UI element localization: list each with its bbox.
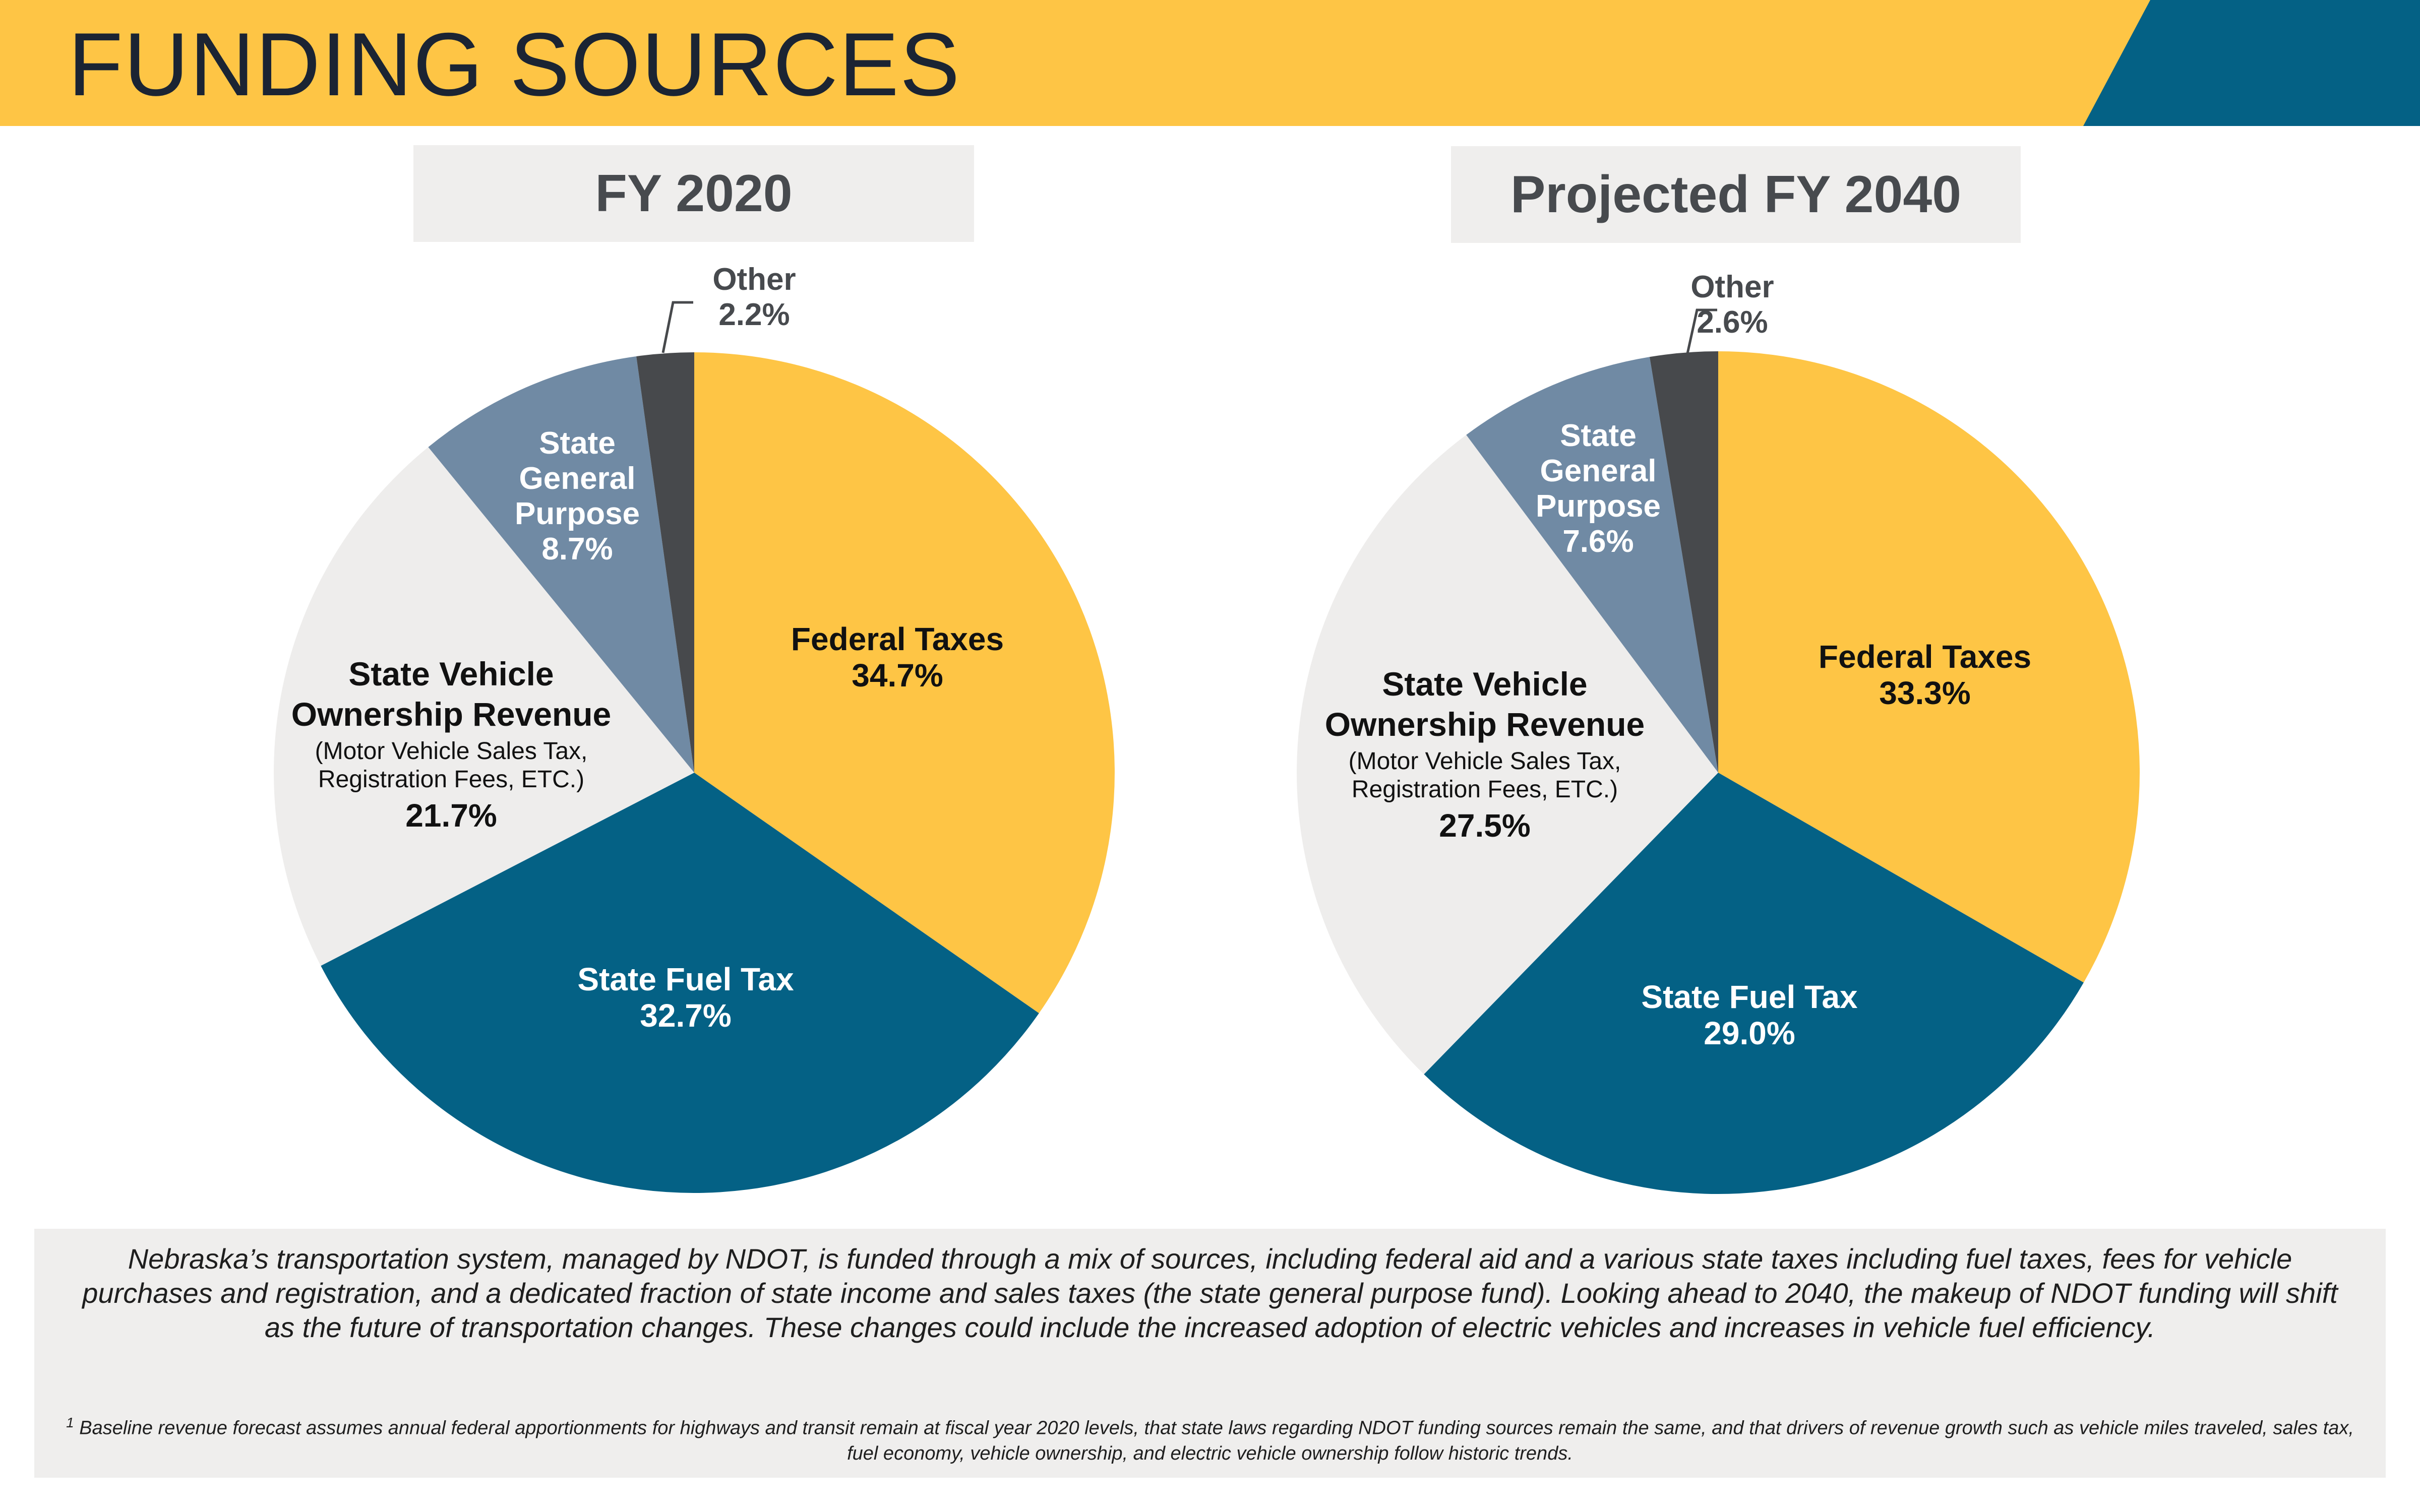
pie-slice-other — [1650, 351, 1718, 773]
pie-slice-other — [636, 352, 694, 773]
chart-title-box-fy2040: Projected FY 2040 — [1451, 146, 2021, 243]
footnote: 1 Baseline revenue forecast assumes annu… — [65, 1410, 2355, 1466]
pie-slice-federal-taxes — [694, 352, 1115, 1014]
other-leader-line — [661, 301, 693, 353]
slice-value-state-vehicle-ownership-revenue: 21.7% — [405, 797, 497, 834]
slice-label-federal-taxes: Federal Taxes — [791, 621, 1004, 657]
slice-label-line-state-general-purpose: Purpose — [1536, 489, 1661, 524]
slice-value-state-fuel-tax: 32.7% — [640, 997, 731, 1034]
slice-value-state-general-purpose: 8.7% — [541, 532, 613, 566]
slice-label-other: Other — [712, 262, 796, 297]
pie-slice-state-fuel-tax — [321, 773, 1039, 1193]
slice-value-federal-taxes: 33.3% — [1879, 675, 1970, 711]
header-banner — [0, 0, 2420, 126]
slice-value-state-general-purpose: 7.6% — [1562, 524, 1634, 559]
pie-slice-state-general-purpose — [1466, 357, 1718, 773]
slice-label-other: Other — [1690, 270, 1774, 304]
slice-value-state-fuel-tax: 29.0% — [1704, 1015, 1795, 1051]
slice-label-line-state-vehicle-ownership-revenue: State Vehicle — [1382, 665, 1587, 703]
slice-value-other: 2.2% — [718, 297, 790, 332]
chart-title-box-fy2020: FY 2020 — [413, 145, 974, 242]
slice-value-federal-taxes: 34.7% — [852, 657, 943, 694]
chart-title-fy2040: Projected FY 2040 — [1510, 165, 1962, 224]
description-box: Nebraska’s transportation system, manage… — [34, 1229, 2386, 1478]
description-text: Nebraska’s transportation system, manage… — [82, 1243, 2338, 1343]
pie-slice-state-fuel-tax — [1424, 773, 2084, 1194]
slice-sublabel-line-state-vehicle-ownership-revenue: Registration Fees, ETC.) — [318, 766, 584, 793]
page-title: FUNDING SOURCES — [68, 14, 961, 114]
slice-label-line-state-vehicle-ownership-revenue: Ownership Revenue — [291, 696, 612, 733]
chart-title-fy2020: FY 2020 — [595, 164, 793, 223]
header-teal-corner — [2083, 0, 2420, 126]
pie-slice-state-vehicle-ownership-revenue — [1297, 434, 1718, 1075]
slice-label-line-state-general-purpose: State — [1560, 418, 1637, 453]
slice-label-state-fuel-tax: State Fuel Tax — [1641, 979, 1858, 1015]
other-leader-line — [1685, 308, 1717, 356]
slice-sublabel-line-state-vehicle-ownership-revenue: (Motor Vehicle Sales Tax, — [1349, 748, 1621, 775]
slice-sublabel-line-state-vehicle-ownership-revenue: (Motor Vehicle Sales Tax, — [315, 738, 588, 765]
slice-label-federal-taxes: Federal Taxes — [1819, 639, 2031, 675]
footnote-marker: 1 — [66, 1415, 74, 1430]
slice-label-line-state-general-purpose: State — [539, 426, 616, 461]
pie-slice-state-general-purpose — [428, 356, 694, 773]
slice-value-other: 2.6% — [1697, 305, 1768, 340]
slice-label-line-state-vehicle-ownership-revenue: State Vehicle — [348, 655, 554, 692]
slice-label-line-state-general-purpose: General — [1540, 454, 1657, 488]
pie-slice-state-vehicle-ownership-revenue — [274, 447, 694, 966]
slice-label-state-fuel-tax: State Fuel Tax — [577, 961, 794, 997]
slice-label-line-state-general-purpose: Purpose — [515, 496, 640, 531]
pie-slice-federal-taxes — [1718, 351, 2140, 983]
slice-label-line-state-vehicle-ownership-revenue: Ownership Revenue — [1325, 706, 1645, 743]
slice-sublabel-line-state-vehicle-ownership-revenue: Registration Fees, ETC.) — [1352, 776, 1618, 803]
slice-label-line-state-general-purpose: General — [519, 461, 636, 496]
footnote-text: Baseline revenue forecast assumes annual… — [79, 1417, 2354, 1464]
slice-value-state-vehicle-ownership-revenue: 27.5% — [1439, 807, 1530, 844]
header-yellow-band — [0, 0, 2420, 126]
